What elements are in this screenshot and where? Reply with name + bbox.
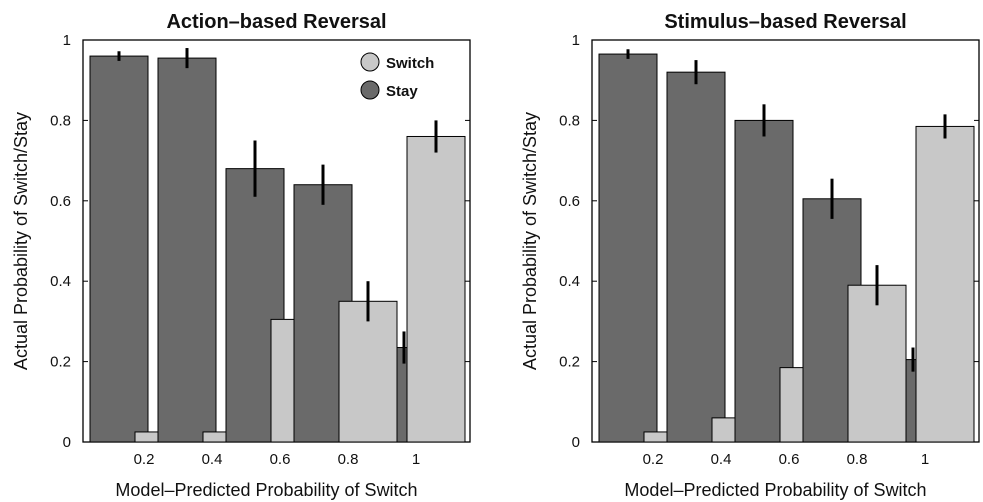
y-axis-label: Actual Probability of Switch/Stay	[520, 112, 540, 370]
y-tick-label: 0.8	[50, 112, 71, 129]
x-tick-label: 1	[412, 451, 420, 468]
x-tick-label: 0.2	[643, 451, 664, 468]
x-axis-label: Model–Predicted Probability of Switch	[624, 480, 926, 500]
x-tick-label: 1	[921, 451, 929, 468]
legend-label-stay: Stay	[386, 83, 418, 100]
switch-bar	[406, 135, 466, 443]
stay-bar	[157, 57, 217, 443]
y-tick-label: 0.2	[50, 354, 71, 371]
y-tick-label: 0	[63, 434, 71, 451]
panel-action-based-reversal: 0 0.2 0.4 0.6 0.8 1 0.2 0.4 0.6 0.8 1 Action–based …	[11, 11, 471, 500]
y-tick-label: 0.6	[559, 193, 580, 210]
x-tick-label: 0.2	[134, 451, 155, 468]
y-tick-label: 0.8	[559, 112, 580, 129]
y-tick-label: 1	[572, 32, 580, 49]
legend-label-switch: Switch	[386, 55, 434, 72]
x-tick-label: 0.4	[711, 451, 732, 468]
x-axis-label: Model–Predicted Probability of Switch	[115, 480, 417, 500]
y-tick-label: 0.2	[559, 354, 580, 371]
x-tick-label: 0.8	[338, 451, 359, 468]
stay-bar	[666, 71, 726, 443]
switch-bar	[847, 284, 907, 443]
chart-title: Action–based Reversal	[166, 11, 386, 33]
chart-title: Stimulus–based Reversal	[664, 11, 906, 33]
stay-bar	[89, 55, 149, 443]
stay-bar	[598, 53, 658, 443]
x-tick-label: 0.4	[202, 451, 223, 468]
x-tick-label: 0.6	[270, 451, 291, 468]
y-tick-label: 0.4	[559, 273, 580, 290]
y-tick-label: 1	[63, 32, 71, 49]
panel-stimulus-based-reversal: 0 0.2 0.4 0.6 0.8 1 0.2 0.4 0.6 0.8 1 Stimulus–base…	[520, 11, 980, 500]
y-tick-label: 0.4	[50, 273, 71, 290]
y-tick-label: 0	[572, 434, 580, 451]
y-tick-label: 0.6	[50, 193, 71, 210]
switch-bar	[338, 300, 398, 443]
x-tick-label: 0.6	[779, 451, 800, 468]
x-tick-label: 0.8	[847, 451, 868, 468]
switch-bar	[915, 125, 975, 443]
y-axis-label: Actual Probability of Switch/Stay	[11, 112, 31, 370]
legend-marker-stay	[360, 80, 380, 100]
legend-marker-switch	[360, 52, 380, 72]
